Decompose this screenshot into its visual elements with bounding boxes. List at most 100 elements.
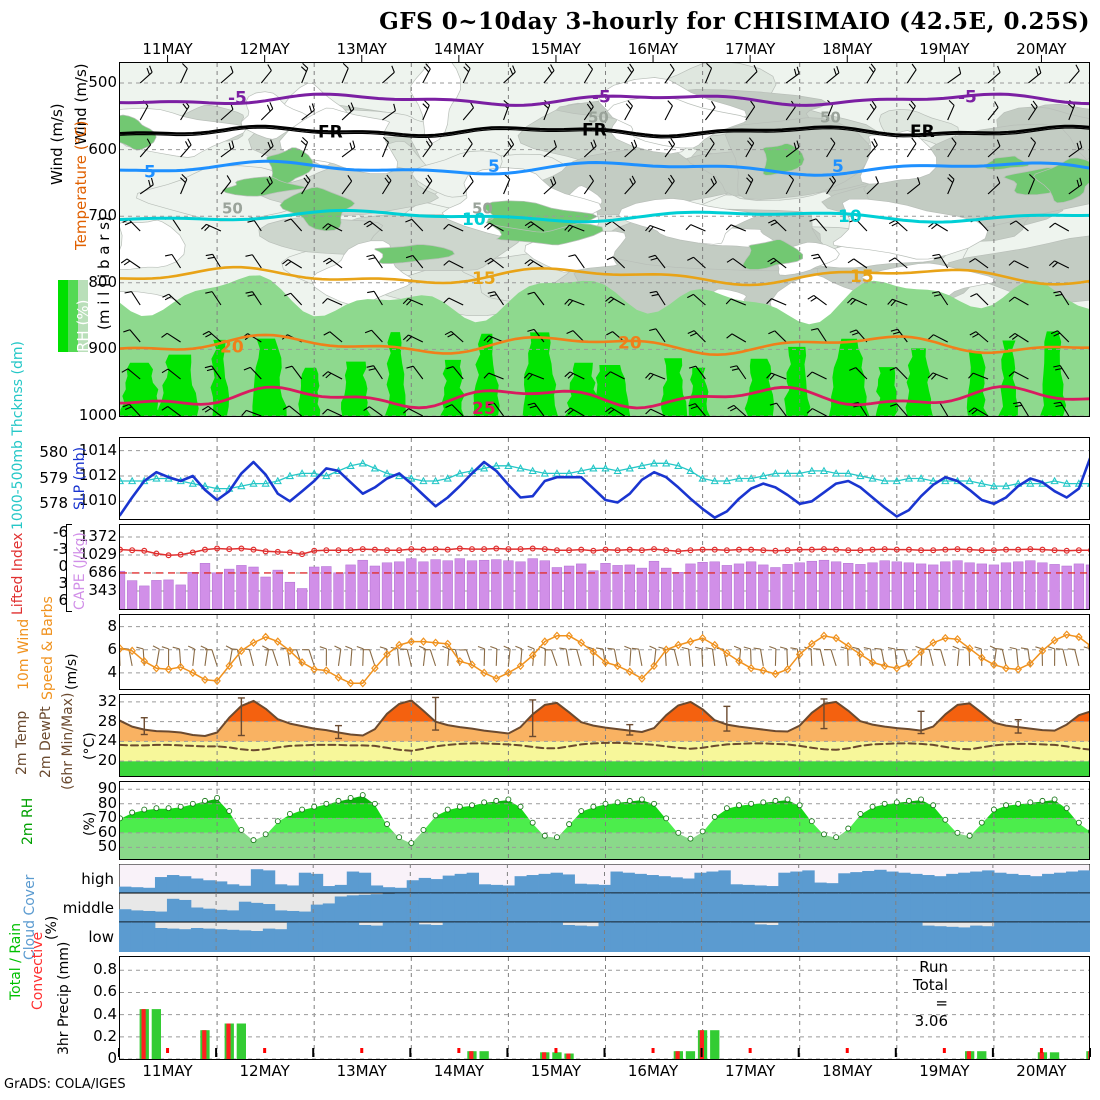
y-tick-label: 343 [88, 580, 117, 599]
run-total-label: Run Total = 3.06 [912, 958, 949, 1030]
contour-label: 5 [832, 157, 844, 177]
thickness-slp-plot [120, 438, 1089, 519]
y-tick-label: 800 [88, 272, 117, 291]
axis-label: (°C) [82, 732, 98, 760]
axis-label: SLP (mb) [72, 446, 88, 510]
y-tick-label: 28 [97, 711, 117, 730]
temp2m-plot [120, 695, 1089, 776]
contour-label: FR [910, 122, 935, 142]
y-tick-label: 6 [58, 590, 68, 609]
contour-label: -5 [228, 89, 247, 109]
y-tick-label: 60 [97, 822, 117, 841]
day-tick-19may: 19MAY [919, 1062, 970, 1080]
day-tick-15may: 15MAY [530, 40, 582, 58]
cape-lifted-index-panel[interactable] [119, 524, 1090, 610]
axis-label: Lifted Index [10, 532, 26, 615]
day-tick-13may: 13MAY [336, 1062, 387, 1080]
day-tick-16may: 16MAY [627, 40, 679, 58]
y-tick-label: 500 [88, 72, 117, 91]
axis-label: Wind (m/s) [48, 103, 66, 185]
day-tick-17may: 17MAY [724, 1062, 776, 1080]
axis-label: 3hr Precip (mm) [56, 941, 72, 1055]
cloud-cover-panel[interactable] [119, 864, 1090, 952]
y-tick-label: 1029 [78, 544, 117, 563]
thickness-slp-panel[interactable] [119, 437, 1090, 520]
y-tick-label: 1014 [78, 440, 117, 459]
y-tick-label: 1372 [78, 526, 117, 545]
page-title: GFS 0~10day 3-hourly for CHISIMAIO (42.5… [379, 8, 1090, 35]
day-tick-13may: 13MAY [336, 40, 387, 58]
y-tick-label: 686 [88, 562, 117, 581]
y-tick-label: 50 [97, 837, 117, 856]
y-tick-label: 32 [97, 691, 117, 710]
cloud-row-label-high: high [81, 870, 114, 888]
contour-label: 5 [144, 163, 156, 183]
axis-label: Convective [30, 931, 46, 1010]
day-tick-15may: 15MAY [530, 1062, 582, 1080]
y-tick-label: 1000 [78, 406, 117, 424]
contour-label: 15 [850, 267, 874, 287]
y-tick-label: 1012 [78, 465, 117, 484]
rh2m-panel[interactable] [119, 781, 1090, 860]
y-tick-label: 90 [97, 779, 117, 798]
axis-label: (m/s) [64, 653, 80, 690]
contour-label: 20 [618, 334, 642, 354]
axis-label: RH (%) [74, 299, 92, 352]
y-tick-label: 6 [107, 639, 117, 658]
day-tick-16may: 16MAY [627, 1062, 679, 1080]
contour-label: -5 [592, 87, 611, 107]
day-tick-11may: 11MAY [142, 1062, 193, 1080]
cape-li-plot [120, 525, 1089, 609]
day-tick-11may: 11MAY [142, 40, 193, 58]
upper-air-plot: -5 -5 -5 FR FR FR 5 5 5 10 10 15 15 20 20 25 50 50 50 50 [120, 63, 1089, 416]
y-tick-label: 600 [88, 139, 117, 158]
contour-label: 25 [472, 399, 496, 416]
y-tick-label: -6 [53, 523, 68, 542]
axis-label: 1000-500mb Thcknss (dm) [10, 341, 26, 530]
y-tick-label: 24 [97, 731, 117, 750]
axis-label: CAPE (J/kg) [72, 532, 88, 610]
y-tick-label: 0 [58, 557, 68, 575]
contour-label: 10 [838, 207, 862, 227]
day-tick-17may: 17MAY [724, 40, 776, 58]
y-tick-label: 4 [107, 662, 117, 681]
contour-label: FR [318, 123, 343, 143]
upper-air-panel[interactable]: -5 -5 -5 FR FR FR 5 5 5 10 10 15 15 20 20 25 50 50 50 50 [119, 62, 1090, 417]
day-tick-20may: 20MAY [1016, 40, 1067, 58]
day-tick-14may: 14MAY [433, 40, 484, 58]
day-tick-12may: 12MAY [239, 40, 290, 58]
axis-label: 2m RH [20, 797, 36, 845]
y-tick-label: 0 [107, 1049, 117, 1067]
wind10m-panel[interactable] [119, 614, 1090, 690]
y-tick-label: 3 [58, 573, 68, 592]
y-tick-label: 0.4 [93, 1004, 117, 1023]
y-tick-label: 0.6 [93, 982, 117, 1001]
contour-label: FR [582, 121, 607, 141]
contour-label: 50 [820, 108, 841, 126]
precip-plot [120, 957, 1089, 1059]
day-tick-19may: 19MAY [919, 40, 970, 58]
lifted-index-axis-bracket [66, 524, 72, 612]
precip-panel[interactable] [119, 956, 1090, 1060]
day-tick-14may: 14MAY [433, 1062, 484, 1080]
contour-label: 20 [220, 338, 244, 358]
y-tick-label: 80 [97, 793, 117, 812]
rh-legend-swatch [58, 280, 88, 352]
axis-label: (%) [44, 915, 60, 940]
cloud-row-label-low: low [88, 928, 114, 946]
contour-label: 50 [472, 200, 493, 218]
temp2m-panel[interactable] [119, 694, 1090, 777]
cloud-cover-plot [119, 864, 1090, 952]
wind10m-plot [120, 615, 1089, 689]
contour-label: 50 [222, 200, 243, 218]
axis-label: (m i l l i b a r s) [95, 216, 113, 330]
contour-label: 50 [588, 108, 609, 126]
top-axis-ticks [167, 55, 1042, 62]
y-tick-label: 580 [39, 443, 68, 462]
axis-label: Temperature (°C) [72, 120, 90, 250]
y-tick-label: 579 [39, 468, 68, 487]
cloud-row-label-middle: middle [62, 899, 114, 917]
bottom-axis-ticks [118, 1048, 1091, 1057]
day-tick-20may: 20MAY [1016, 1062, 1067, 1080]
y-tick-label: 900 [88, 339, 117, 358]
